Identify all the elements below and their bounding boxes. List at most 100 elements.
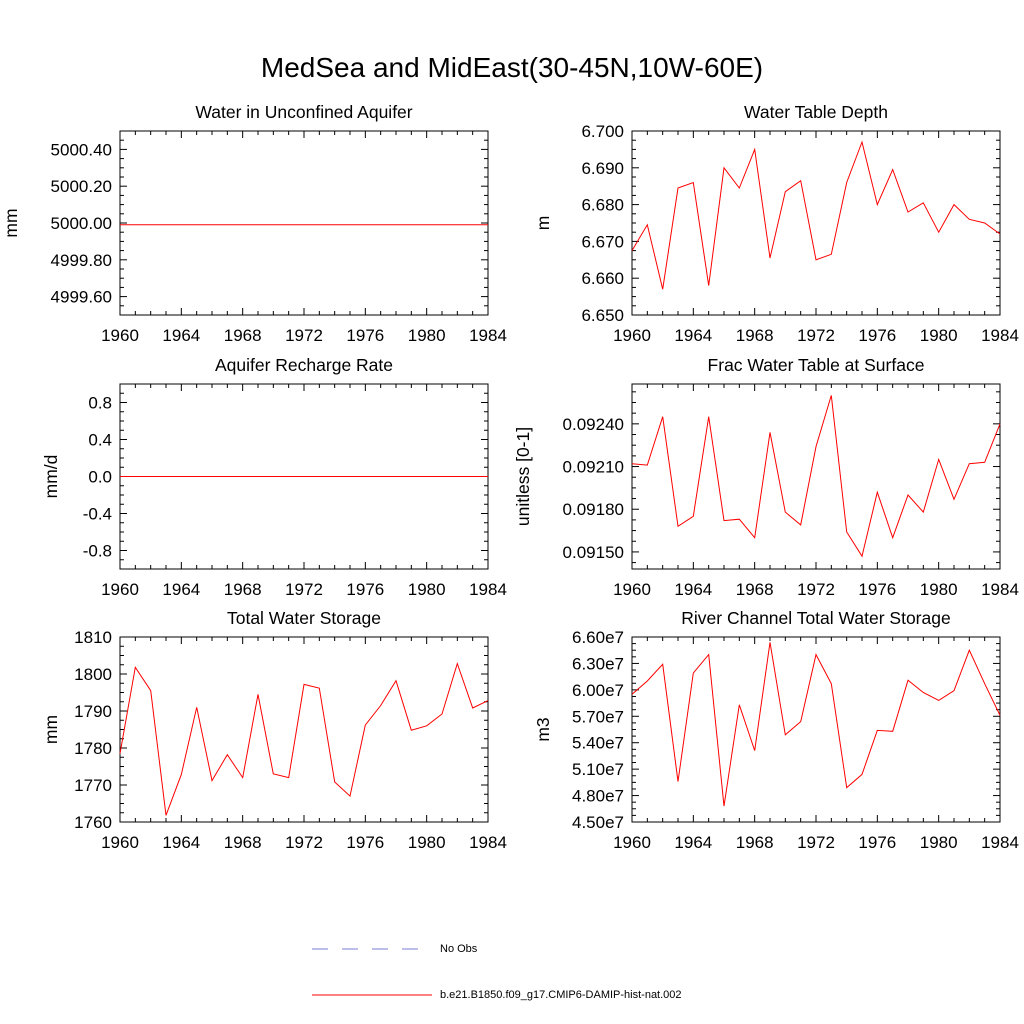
y-tick-label: 5.70e7 bbox=[572, 707, 624, 726]
y-tick-label: 5000.20 bbox=[51, 177, 112, 196]
chart-title: River Channel Total Water Storage bbox=[681, 608, 950, 628]
y-tick-label: 6.30e7 bbox=[572, 654, 624, 673]
series-line bbox=[631, 140, 1001, 290]
y-tick-label: 5.10e7 bbox=[572, 760, 624, 779]
chart-panel-4: 1960 1964 1968 1972 1976 1980 1984 0.09150 0.091… bbox=[513, 355, 1019, 599]
y-tick-label: -0.4 bbox=[83, 505, 112, 524]
series-line bbox=[119, 661, 489, 816]
y-tick-label: 6.650 bbox=[581, 306, 624, 325]
plot-frame bbox=[119, 130, 489, 316]
x-tick-label: 1976 bbox=[858, 580, 896, 599]
y-tick-label: 1780 bbox=[74, 739, 112, 758]
x-tick-label: 1972 bbox=[285, 580, 323, 599]
y-tick-label: 1810 bbox=[74, 628, 112, 647]
y-tick-label: 6.680 bbox=[581, 196, 624, 215]
plot-frame bbox=[631, 636, 1001, 823]
x-tick-label: 1960 bbox=[613, 326, 651, 345]
y-tick-label: 1800 bbox=[74, 665, 112, 684]
y-tick-label: 1760 bbox=[74, 813, 112, 832]
x-tick-label: 1972 bbox=[797, 833, 835, 852]
y-tick-label: -0.8 bbox=[83, 542, 112, 561]
chart-panel-6: 1960 1964 1968 1972 1976 1980 1984 4.50e7 4.80e7… bbox=[533, 608, 1019, 852]
x-tick-label: 1968 bbox=[736, 326, 774, 345]
x-tick-label: 1972 bbox=[797, 580, 835, 599]
x-tick-label: 1964 bbox=[162, 326, 200, 345]
x-tick-label: 1968 bbox=[224, 833, 262, 852]
x-tick-label: 1976 bbox=[346, 833, 384, 852]
x-tick-label: 1984 bbox=[981, 326, 1019, 345]
x-tick-label: 1980 bbox=[408, 580, 446, 599]
x-tick-label: 1968 bbox=[224, 580, 262, 599]
x-tick-label: 1972 bbox=[797, 326, 835, 345]
x-tick-label: 1960 bbox=[613, 833, 651, 852]
x-tick-label: 1960 bbox=[101, 833, 139, 852]
chart-panel-5: 1960 1964 1968 1972 1976 1980 1984 1760 1770 1780… bbox=[41, 608, 507, 852]
y-tick-label: 4.80e7 bbox=[572, 787, 624, 806]
x-tick-label: 1968 bbox=[736, 580, 774, 599]
y-tick-label: 1770 bbox=[74, 776, 112, 795]
legend-label-no-obs: No Obs bbox=[440, 943, 478, 955]
y-tick-label: 0.4 bbox=[88, 431, 112, 450]
chart-title: Total Water Storage bbox=[227, 608, 381, 628]
y-tick-label: 0.0 bbox=[88, 468, 112, 487]
y-tick-label: 5000.40 bbox=[51, 140, 112, 159]
y-tick-label: 4999.60 bbox=[51, 288, 112, 307]
y-axis-label: mm bbox=[41, 715, 61, 744]
x-tick-label: 1972 bbox=[285, 326, 323, 345]
x-tick-label: 1972 bbox=[285, 833, 323, 852]
chart-panel-3: 1960 1964 1968 1972 1976 1980 1984 -0.8 -0.4 0.0 0… bbox=[41, 355, 507, 599]
legend-label-model-run: b.e21.B1850.f09_g17.CMIP6-DAMIP-hist-nat… bbox=[440, 989, 682, 1001]
series-line bbox=[631, 642, 1001, 807]
x-tick-label: 1980 bbox=[920, 580, 958, 599]
x-tick-label: 1984 bbox=[981, 580, 1019, 599]
y-tick-label: 6.690 bbox=[581, 159, 624, 178]
y-tick-label: 6.660 bbox=[581, 269, 624, 288]
y-tick-label: 0.09150 bbox=[563, 543, 624, 562]
x-tick-label: 1964 bbox=[674, 580, 712, 599]
y-tick-label: 0.09180 bbox=[563, 500, 624, 519]
x-tick-label: 1960 bbox=[101, 580, 139, 599]
x-tick-label: 1968 bbox=[224, 326, 262, 345]
y-tick-label: 0.8 bbox=[88, 394, 112, 413]
x-tick-label: 1960 bbox=[613, 580, 651, 599]
x-tick-label: 1960 bbox=[101, 326, 139, 345]
y-tick-label: 6.700 bbox=[581, 122, 624, 141]
x-tick-label: 1984 bbox=[469, 580, 507, 599]
plot-frame bbox=[631, 130, 1001, 316]
x-tick-label: 1980 bbox=[408, 833, 446, 852]
x-tick-label: 1980 bbox=[408, 326, 446, 345]
y-tick-label: 0.09210 bbox=[563, 458, 624, 477]
x-tick-label: 1976 bbox=[346, 326, 384, 345]
y-tick-label: 5.40e7 bbox=[572, 734, 624, 753]
x-tick-label: 1964 bbox=[162, 833, 200, 852]
figure-title: MedSea and MidEast(30-45N,10W-60E) bbox=[260, 52, 764, 83]
x-tick-label: 1968 bbox=[736, 833, 774, 852]
chart-title: Water in Unconfined Aquifer bbox=[195, 102, 412, 122]
x-tick-label: 1984 bbox=[469, 833, 507, 852]
y-axis-label: m3 bbox=[533, 717, 553, 741]
y-tick-label: 0.09240 bbox=[563, 415, 624, 434]
x-tick-label: 1976 bbox=[346, 580, 384, 599]
x-tick-label: 1964 bbox=[674, 326, 712, 345]
y-tick-label: 4.50e7 bbox=[572, 813, 624, 832]
y-tick-label: 6.00e7 bbox=[572, 681, 624, 700]
chart-title: Water Table Depth bbox=[744, 102, 888, 122]
y-axis-label: mm/d bbox=[41, 455, 61, 499]
y-axis-label: unitless [0-1] bbox=[513, 427, 533, 526]
series-line bbox=[631, 395, 1001, 558]
chart-title: Aquifer Recharge Rate bbox=[215, 355, 393, 375]
chart-panel-1: 1960 1964 1968 1972 1976 1980 1984 4999.60 4999.… bbox=[1, 102, 507, 345]
chart-title: Frac Water Table at Surface bbox=[708, 355, 925, 375]
x-tick-label: 1976 bbox=[858, 833, 896, 852]
x-tick-label: 1964 bbox=[674, 833, 712, 852]
x-tick-label: 1980 bbox=[920, 326, 958, 345]
x-tick-label: 1976 bbox=[858, 326, 896, 345]
x-tick-label: 1964 bbox=[162, 580, 200, 599]
y-axis-label: m bbox=[533, 216, 553, 231]
y-tick-label: 4999.80 bbox=[51, 251, 112, 270]
y-tick-label: 6.670 bbox=[581, 232, 624, 251]
chart-panel-2: 1960 1964 1968 1972 1976 1980 1984 6.650 6.660 6.… bbox=[533, 102, 1019, 345]
plot-frame bbox=[119, 636, 489, 823]
